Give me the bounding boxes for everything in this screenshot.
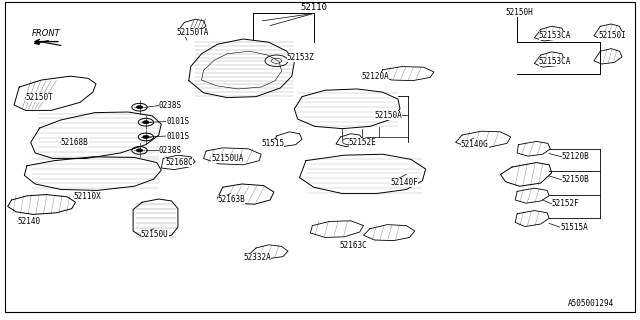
Text: FRONT: FRONT (32, 29, 60, 38)
Text: 51515: 51515 (261, 139, 284, 148)
Text: 52150A: 52150A (374, 111, 402, 120)
Text: 52140F: 52140F (390, 178, 418, 187)
Circle shape (136, 149, 143, 152)
Text: 52150B: 52150B (562, 175, 589, 184)
Circle shape (136, 106, 143, 109)
Text: 52110: 52110 (300, 3, 327, 12)
Text: 0101S: 0101S (166, 132, 189, 140)
Text: 52153CA: 52153CA (539, 57, 572, 66)
Text: 52150H: 52150H (506, 8, 533, 17)
Text: 52163B: 52163B (218, 195, 245, 204)
Text: 51515A: 51515A (560, 223, 588, 232)
Text: 52120A: 52120A (362, 72, 389, 81)
Circle shape (143, 135, 149, 139)
Text: 0238S: 0238S (159, 146, 182, 155)
Text: 52150TA: 52150TA (176, 28, 209, 36)
Text: 52120B: 52120B (562, 152, 589, 161)
Text: 52150UA: 52150UA (211, 154, 244, 163)
Circle shape (143, 121, 149, 124)
Text: A505001294: A505001294 (568, 299, 614, 308)
Text: 52168B: 52168B (61, 138, 88, 147)
Text: 52150I: 52150I (598, 31, 626, 40)
Text: 0238S: 0238S (159, 101, 182, 110)
Text: 52163C: 52163C (339, 241, 367, 250)
Text: 52168C: 52168C (165, 158, 193, 167)
Text: 52153Z: 52153Z (287, 53, 314, 62)
Text: 0101S: 0101S (166, 117, 189, 126)
Text: 52150T: 52150T (26, 93, 53, 102)
Text: 52140: 52140 (18, 217, 41, 226)
Text: 52110X: 52110X (74, 192, 101, 201)
Text: 52332A: 52332A (243, 253, 271, 262)
Text: 52152E: 52152E (349, 138, 376, 147)
Text: 52150U: 52150U (141, 230, 168, 239)
Text: 52152F: 52152F (552, 199, 579, 208)
Text: 52140G: 52140G (461, 140, 488, 149)
Text: 52153CA: 52153CA (539, 31, 572, 40)
